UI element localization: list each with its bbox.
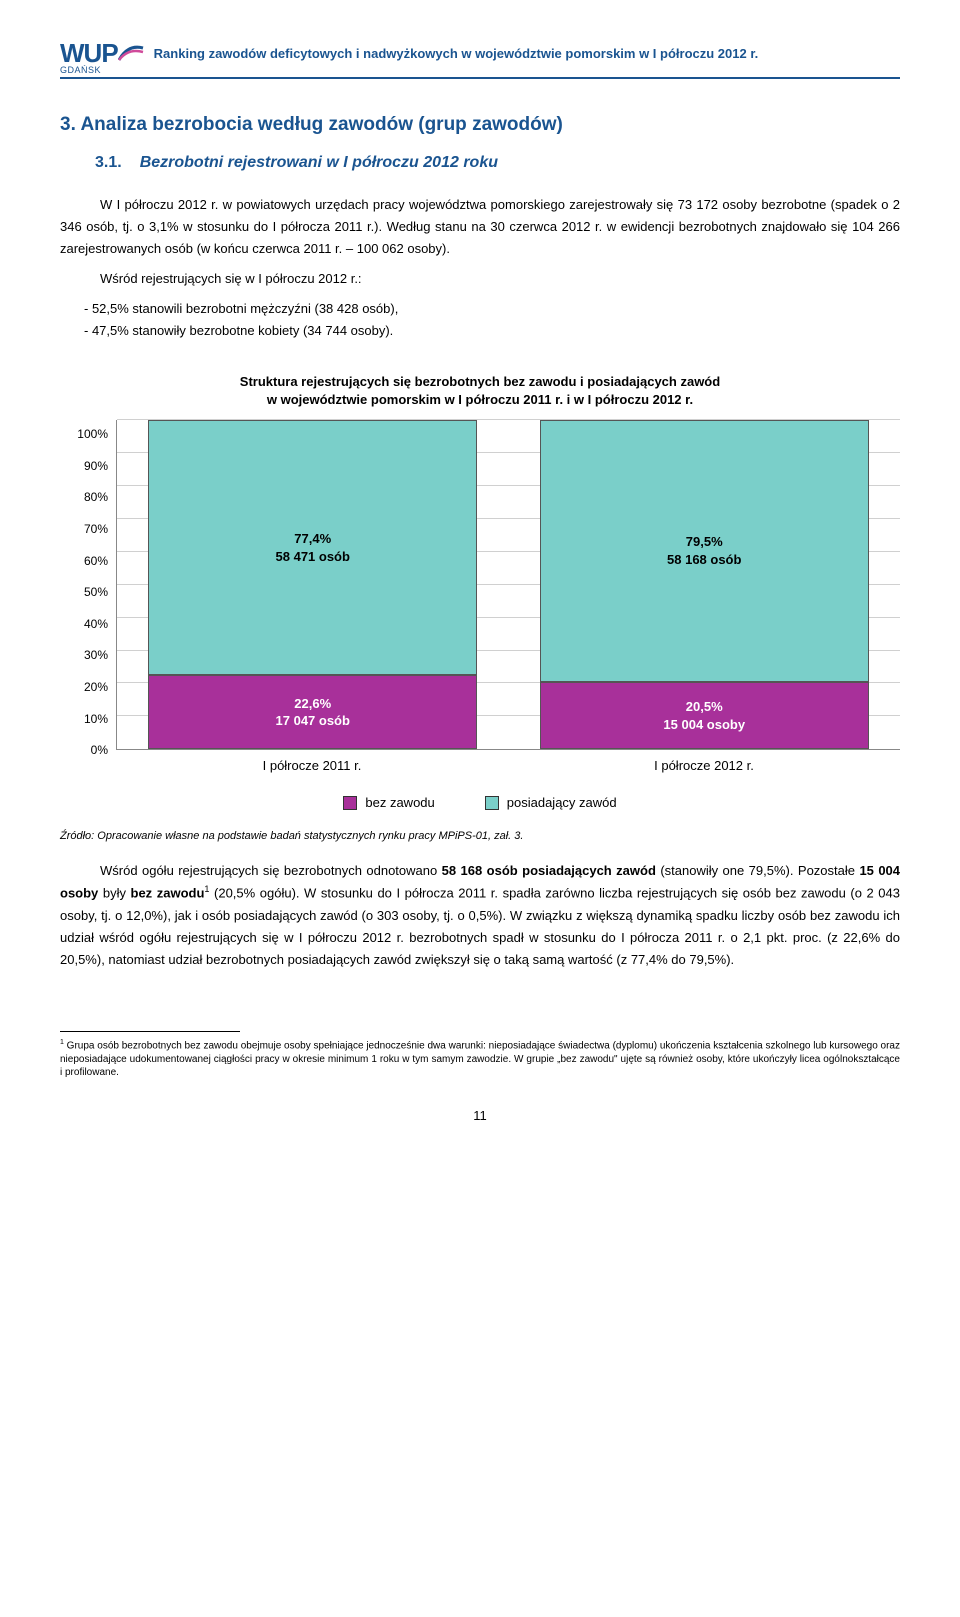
y-tick: 30% xyxy=(84,648,108,662)
section-heading: 3. Analiza bezrobocia według zawodów (gr… xyxy=(60,114,900,136)
chart: 100% 90% 80% 70% 60% 50% 40% 30% 20% 10% 0% 77,4%5… xyxy=(60,420,900,810)
y-tick: 0% xyxy=(91,743,108,757)
chart-source: Źródło: Opracowanie własne na podstawie … xyxy=(60,830,900,842)
y-tick: 50% xyxy=(84,585,108,599)
bar-column: 77,4%58 471 osób22,6%17 047 osób xyxy=(148,420,477,749)
chart-x-labels: I półrocze 2011 r.I półrocze 2012 r. xyxy=(116,758,900,773)
legend-swatch xyxy=(343,796,357,810)
bullet-2: - 47,5% stanowiły bezrobotne kobiety (34… xyxy=(60,320,900,342)
chart-title-line2: w województwie pomorskim w I półroczu 20… xyxy=(267,392,693,407)
bar-segment-top: 77,4%58 471 osób xyxy=(148,420,477,675)
paragraph-1: W I półroczu 2012 r. w powiatowych urzęd… xyxy=(60,194,900,260)
footnote-separator xyxy=(60,1031,240,1032)
y-tick: 60% xyxy=(84,554,108,568)
paragraph-3: Wśród ogółu rejestrujących się bezrobotn… xyxy=(60,860,900,971)
logo-swoosh-icon xyxy=(118,40,144,66)
logo-subtext: GDAŃSK xyxy=(60,66,144,75)
y-tick: 40% xyxy=(84,617,108,631)
page-header: WUP GDAŃSK Ranking zawodów deficytowych … xyxy=(60,40,900,79)
legend-label: bez zawodu xyxy=(365,795,434,810)
bar-segment-bottom: 22,6%17 047 osób xyxy=(148,675,477,749)
bullet-1: - 52,5% stanowili bezrobotni mężczyźni (… xyxy=(60,298,900,320)
page-number: 11 xyxy=(60,1108,900,1123)
p3-bold3: bez zawodu xyxy=(131,886,205,901)
y-tick: 70% xyxy=(84,522,108,536)
section-number: 3. xyxy=(60,114,76,135)
p3-text: Wśród ogółu rejestrujących się bezrobotn… xyxy=(100,863,442,878)
legend-item: posiadający zawód xyxy=(485,795,617,810)
legend-label: posiadający zawód xyxy=(507,795,617,810)
y-tick: 90% xyxy=(84,459,108,473)
legend-swatch xyxy=(485,796,499,810)
y-tick: 80% xyxy=(84,490,108,504)
x-label: I półrocze 2011 r. xyxy=(116,758,508,773)
logo-text: WUP xyxy=(60,40,144,66)
section-title: Analiza bezrobocia według zawodów (grup … xyxy=(80,114,562,135)
subsection-title: Bezrobotni rejestrowani w I półroczu 201… xyxy=(140,154,498,171)
legend-item: bez zawodu xyxy=(343,795,434,810)
chart-title: Struktura rejestrujących się bezrobotnyc… xyxy=(100,373,860,411)
header-title: Ranking zawodów deficytowych i nadwyżkow… xyxy=(154,40,900,61)
logo: WUP GDAŃSK xyxy=(60,40,144,75)
chart-y-axis: 100%90%80%70%60%50%40%30%20%10%0% xyxy=(60,420,116,750)
y-tick: 20% xyxy=(84,680,108,694)
bar-segment-top: 79,5%58 168 osób xyxy=(540,420,869,682)
y-tick: 100% xyxy=(77,427,108,441)
x-label: I półrocze 2012 r. xyxy=(508,758,900,773)
p3-text: były xyxy=(98,886,130,901)
bar-segment-bottom: 20,5%15 004 osoby xyxy=(540,682,869,749)
footnote-text: Grupa osób bezrobotnych bez zawodu obejm… xyxy=(60,1040,900,1078)
logo-main: WUP xyxy=(60,40,118,66)
chart-legend: bez zawodu posiadający zawód xyxy=(60,795,900,810)
paragraph-2: Wśród rejestrujących się w I półroczu 20… xyxy=(60,268,900,290)
p3-bold1: 58 168 osób posiadających zawód xyxy=(442,863,656,878)
subsection-number: 3.1. xyxy=(95,154,122,171)
p3-text: (stanowiły one 79,5%). Pozostałe xyxy=(656,863,860,878)
chart-title-line1: Struktura rejestrujących się bezrobotnyc… xyxy=(240,374,720,389)
footnote: 1 Grupa osób bezrobotnych bez zawodu obe… xyxy=(60,1038,900,1080)
bar-column: 79,5%58 168 osób20,5%15 004 osoby xyxy=(540,420,869,749)
subsection-heading: 3.1. Bezrobotni rejestrowani w I półroczu… xyxy=(60,154,900,172)
chart-plot: 77,4%58 471 osób22,6%17 047 osób79,5%58 … xyxy=(116,420,900,750)
y-tick: 10% xyxy=(84,712,108,726)
